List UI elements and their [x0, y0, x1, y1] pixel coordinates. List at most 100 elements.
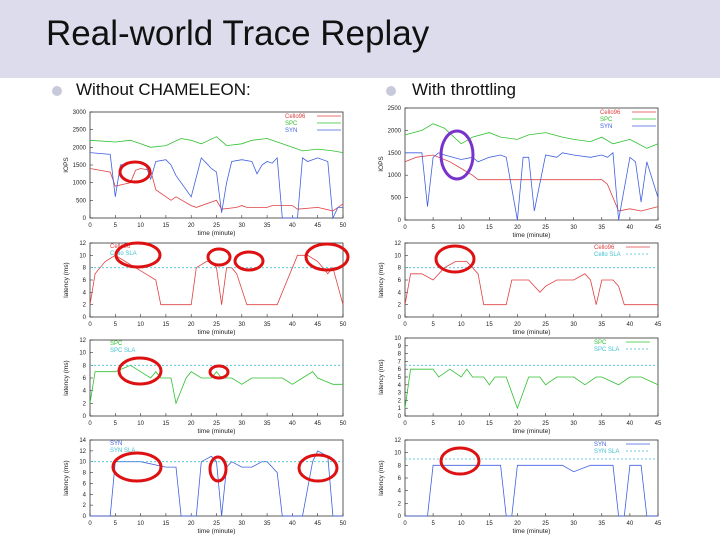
series-line-cello96 [89, 168, 344, 212]
x-tick-label: 50 [340, 521, 347, 527]
x-tick-label: 45 [314, 521, 321, 527]
y-tick-label: 10 [394, 336, 401, 342]
y-tick-label: 6 [83, 278, 87, 284]
x-tick-label: 5 [114, 421, 118, 427]
y-axis-label: latency (ms) [378, 359, 385, 394]
y-tick-label: 6 [398, 476, 402, 482]
x-tick-label: 25 [213, 421, 220, 427]
x-tick-label: 15 [486, 521, 493, 527]
highlight-ellipse [111, 451, 163, 483]
x-tick-label: 10 [458, 322, 465, 328]
x-tick-label: 45 [314, 421, 321, 427]
highlight-ellipse [114, 241, 162, 269]
x-tick-label: 45 [655, 225, 662, 231]
legend-entry: Cello SLA [110, 251, 137, 257]
chart-left-latency-cello: 0 5 10 15 20 25 30 35 40 45 50 0 2 4 6 8 10 12 time (minut… [63, 241, 347, 336]
chart-right-latency-syn: 0 5 10 15 20 25 30 35 40 45 0 2 4 6 8 10 12 time (minute)… [378, 438, 662, 535]
y-tick-label: 8 [398, 463, 402, 469]
x-tick-label: 10 [137, 322, 144, 328]
chart-right-latency-cello: 0 5 10 15 20 25 30 35 40 45 0 2 4 6 8 10 12 time (minute)… [378, 241, 662, 336]
x-tick-label: 20 [514, 421, 521, 427]
y-tick-label: 10 [79, 460, 86, 466]
x-tick-label: 25 [542, 225, 549, 231]
y-tick-label: 12 [394, 438, 401, 444]
y-axis-label: IOPS [63, 157, 70, 173]
x-axis-label: time (minute) [198, 329, 236, 336]
x-tick-label: 15 [163, 521, 170, 527]
x-tick-label: 15 [163, 223, 170, 229]
right-bullet-text: With throttling [412, 80, 516, 99]
y-tick-label: 5 [398, 375, 402, 381]
x-tick-label: 10 [137, 223, 144, 229]
series-line-cello96 [404, 261, 658, 306]
x-tick-label: 0 [403, 225, 407, 231]
x-axis-label: time (minute) [513, 232, 551, 239]
y-tick-label: 8 [83, 363, 87, 369]
y-tick-label: 0 [398, 414, 402, 420]
x-tick-label: 35 [264, 521, 271, 527]
y-tick-label: 2500 [73, 128, 87, 134]
legend-entry: SYN [285, 128, 297, 134]
y-tick-label: 2 [83, 503, 87, 509]
chart-left-iops: 0 5 10 15 20 25 30 35 40 45 5005001000150020002500… [63, 110, 347, 237]
y-tick-label: 2 [398, 501, 402, 507]
legend-entry: SPC SLA [110, 348, 135, 354]
x-tick-label: 40 [627, 421, 634, 427]
y-tick-label: 0 [83, 216, 87, 222]
x-tick-label: 15 [486, 322, 493, 328]
y-tick-label: 4 [398, 290, 402, 296]
legend-entry: Cello96 [594, 245, 615, 251]
x-tick-label: 30 [238, 421, 245, 427]
y-tick-label: 12 [79, 241, 86, 247]
y-tick-label: 1000 [388, 173, 402, 179]
x-tick-label: 10 [458, 521, 465, 527]
x-axis-label: time (minute) [513, 428, 551, 435]
y-tick-label: 10 [394, 451, 401, 457]
y-tick-label: 1500 [388, 151, 402, 157]
y-tick-label: 2 [83, 401, 87, 407]
y-tick-label: 14 [79, 438, 86, 444]
y-tick-label: 1 [398, 406, 402, 412]
y-axis-label: IOPS [378, 156, 385, 172]
x-tick-label: 0 [88, 521, 92, 527]
y-tick-label: 500 [391, 196, 402, 202]
series-line-spc [89, 136, 344, 153]
y-tick-label: 6 [398, 367, 402, 373]
x-tick-label: 30 [570, 322, 577, 328]
y-tick-label: 0 [398, 315, 402, 321]
x-tick-label: 35 [264, 421, 271, 427]
x-tick-label: 40 [289, 421, 296, 427]
highlight-ellipse [297, 453, 339, 483]
y-tick-label: 0 [83, 414, 87, 420]
x-tick-label: 0 [88, 223, 92, 229]
y-tick-label: 6 [83, 376, 87, 382]
right-bullet-icon [386, 86, 396, 96]
highlight-ellipse [233, 250, 265, 272]
y-tick-label: 2000 [73, 145, 87, 151]
y-tick-label: 10 [394, 253, 401, 259]
y-axis-label: latency (ms) [378, 262, 385, 297]
x-tick-label: 35 [264, 322, 271, 328]
chart-right-iops: 0 5 10 15 20 25 30 35 40 45 0 500 1000 1500 2000 2500 ti… [378, 106, 662, 239]
y-tick-label: 4 [83, 389, 87, 395]
x-tick-label: 20 [188, 322, 195, 328]
y-axis-label: latency (ms) [63, 262, 70, 297]
y-tick-label: 1000 [73, 181, 87, 187]
x-tick-label: 5 [431, 421, 435, 427]
y-tick-label: 6 [83, 481, 87, 487]
series-line-syn [405, 464, 658, 517]
x-tick-label: 20 [514, 521, 521, 527]
x-tick-label: 40 [289, 223, 296, 229]
highlight-ellipse [208, 455, 228, 483]
legend-entry: Cello96 [600, 110, 621, 116]
highlight-ellipse [439, 129, 475, 181]
x-tick-label: 10 [137, 421, 144, 427]
y-tick-label: 0 [398, 218, 402, 224]
plot-frame [404, 439, 659, 517]
x-tick-label: 30 [238, 223, 245, 229]
series-line-cello96 [404, 154, 659, 212]
y-tick-label: 8 [398, 266, 402, 272]
x-tick-label: 25 [213, 223, 220, 229]
x-tick-label: 10 [458, 225, 465, 231]
x-tick-label: 5 [114, 521, 118, 527]
